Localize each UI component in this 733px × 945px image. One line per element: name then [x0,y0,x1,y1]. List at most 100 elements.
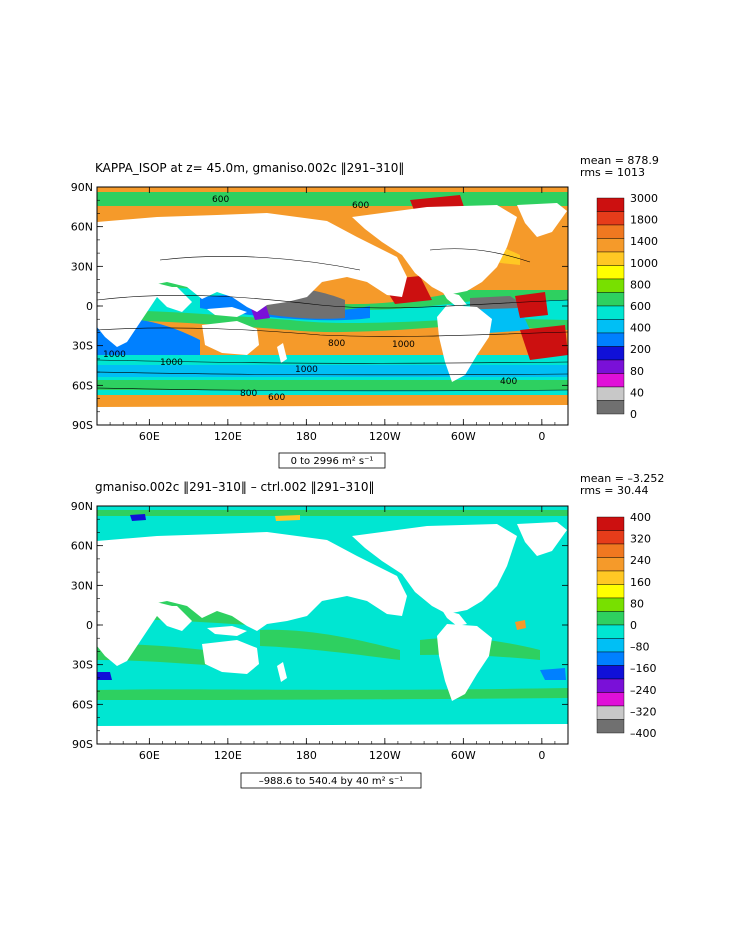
panel-1-range-label: 0 to 2996 m² s⁻¹ [291,456,374,467]
x-tick-label: 120W [369,430,401,443]
colorbar-label: 1400 [630,235,658,248]
panel-2-axes: 60E 120E 180 120W 60W 0 90N 60N 30N 0 30S 60S 90S [71,500,569,762]
colorbar-label: 240 [630,554,651,567]
colorbar-label: 3000 [630,192,658,205]
colorbar-swatch [596,516,625,531]
colorbar-swatch [596,584,625,599]
colorbar-label: –160 [630,662,657,675]
y-tick-label: 30S [72,659,93,672]
x-tick-label: 120W [369,749,401,762]
colorbar-swatch [596,530,625,545]
contour-label: 1000 [295,365,318,375]
colorbar-swatch [596,319,625,334]
colorbar-label: 0 [630,408,637,421]
colorbar-swatch [596,224,625,239]
contour-label: 400 [500,377,517,387]
colorbar-label: 1800 [630,214,658,227]
panel-2: gmaniso.002c ‖291–310‖ – ctrl.002 ‖291–3… [71,472,664,789]
colorbar-swatch [596,346,625,361]
x-tick-label: 120E [214,430,242,443]
y-tick-label: 30N [71,579,93,592]
x-tick-label: 0 [538,749,545,762]
panel-2-range-box [240,772,422,789]
colorbar-swatch [596,597,625,612]
colorbar-label: 200 [630,343,651,356]
colorbar-label: 800 [630,278,651,291]
x-tick-label: 180 [296,430,317,443]
y-tick-label: 30S [72,340,93,353]
y-tick-label: 90N [71,500,93,513]
panel-1-mean: mean = 878.9 [580,154,659,167]
colorbar-swatch [596,611,625,626]
panel-1-title: KAPPA_ISOP at z= 45.0m, gmaniso.002c ‖29… [95,161,404,175]
contour-label: 600 [212,195,229,205]
colorbar-label: 1000 [630,257,658,270]
y-tick-label: 90S [72,738,93,751]
y-tick-label: 60S [72,698,93,711]
panel-1-range-box [278,452,386,469]
colorbar-swatch [596,278,625,293]
colorbar-swatch [596,692,625,707]
x-tick-label: 60W [451,749,476,762]
colorbar-label: 400 [630,322,651,335]
colorbar-swatch [596,386,625,401]
colorbar-swatch [596,332,625,347]
colorbar-swatch [596,265,625,280]
colorbar-swatch [596,638,625,653]
x-tick-label: 180 [296,749,317,762]
y-tick-label: 60N [71,540,93,553]
colorbar-swatch [596,651,625,666]
colorbar-swatch [596,557,625,572]
colorbar-swatch [596,305,625,320]
x-tick-label: 60W [451,430,476,443]
colorbar-label: 160 [630,576,651,589]
contour-label: 800 [240,389,257,399]
colorbar-swatch [596,624,625,639]
panel-1-rms: rms = 1013 [580,166,645,179]
contour-label: 1000 [160,358,183,368]
colorbar-swatch [596,292,625,307]
colorbar-swatch [596,678,625,693]
panel-2-map [97,506,568,744]
y-tick-label: 90S [72,419,93,432]
colorbar-swatch [596,197,625,212]
x-tick-label: 60E [139,430,160,443]
y-tick-label: 60N [71,221,93,234]
colorbar-swatch [596,543,625,558]
contour-label: 1000 [392,340,415,350]
panel-2-rms: rms = 30.44 [580,484,648,497]
panel-2-title: gmaniso.002c ‖291–310‖ – ctrl.002 ‖291–3… [95,480,374,494]
contour-label: 600 [268,393,285,403]
colorbar-label: 40 [630,386,644,399]
panel-2-mean: mean = –3.252 [580,472,664,485]
colorbar-swatch [596,665,625,680]
colorbar-swatch [596,719,625,734]
x-tick-label: 120E [214,749,242,762]
colorbar-label: –240 [630,684,657,697]
contour-label: 600 [352,201,369,211]
panel-2-colorbar: 400 320 240 160 80 0 –80 –160 –240 –320 –400 [596,511,657,740]
colorbar-label: –400 [630,727,657,740]
colorbar-label: 600 [630,300,651,313]
y-tick-label: 60S [72,379,93,392]
colorbar-swatch [596,211,625,226]
y-tick-label: 0 [86,619,93,632]
colorbar-label: 0 [630,619,637,632]
panel-1-axes: 60E 120E 180 120W 60W 0 90N 60N 30N 0 30S 60S 90S [71,181,569,443]
colorbar-swatch [596,251,625,266]
colorbar-label: 80 [630,365,644,378]
colorbar-swatch [596,570,625,585]
x-tick-label: 0 [538,430,545,443]
y-tick-label: 30N [71,260,93,273]
panel-1-map: 600 600 1000 1000 1000 1000 400 800 600 … [97,187,568,425]
y-tick-label: 90N [71,181,93,194]
colorbar-swatch [596,705,625,720]
x-tick-label: 60E [139,749,160,762]
colorbar-label: –320 [630,705,657,718]
panel-1: KAPPA_ISOP at z= 45.0m, gmaniso.002c ‖29… [71,154,659,469]
colorbar-label: 320 [630,533,651,546]
colorbar-swatch [596,238,625,253]
colorbar-swatch [596,373,625,388]
